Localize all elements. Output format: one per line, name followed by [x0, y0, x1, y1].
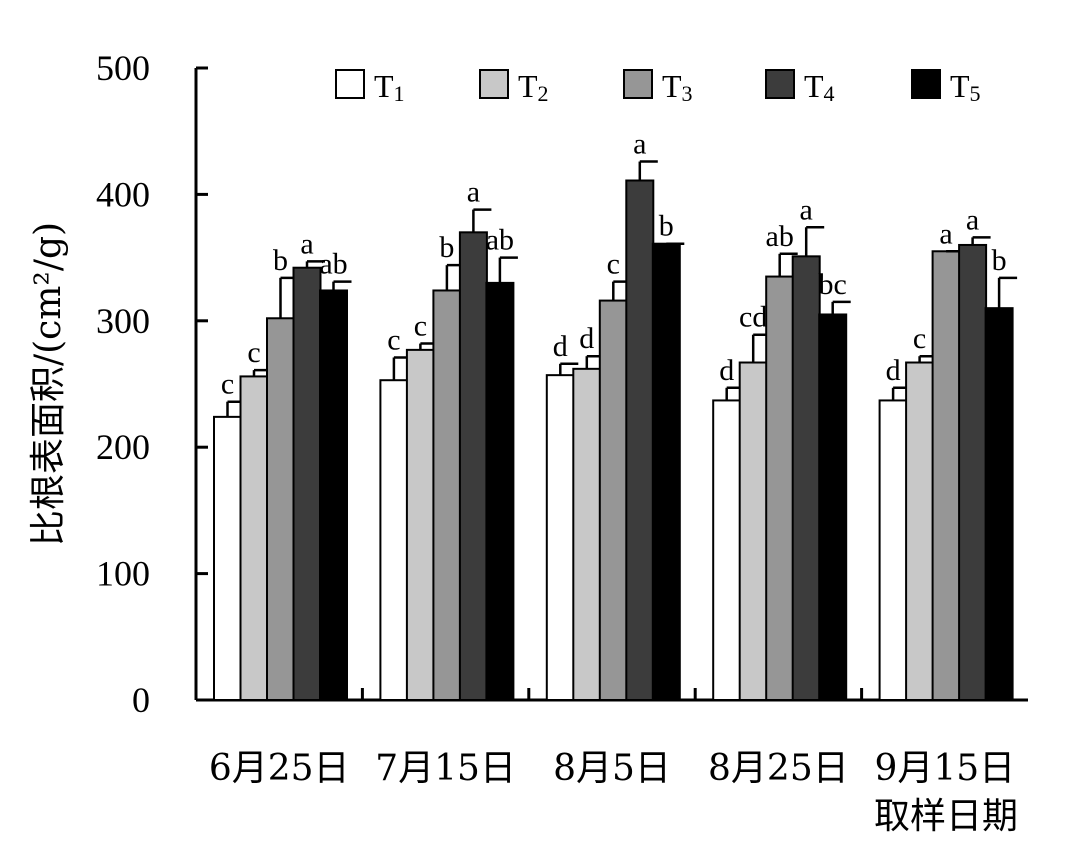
x-category-label: 6月25日	[209, 748, 350, 789]
y-tick-label: 100	[96, 554, 150, 594]
legend-swatch	[623, 69, 653, 99]
bar	[485, 281, 515, 701]
bar	[984, 307, 1014, 701]
significance-label: a	[800, 193, 813, 226]
significance-label: ab	[486, 224, 514, 257]
significance-label: b	[659, 210, 674, 243]
bar	[818, 313, 848, 701]
bar	[266, 317, 295, 701]
significance-label: c	[247, 336, 260, 369]
bar	[738, 361, 768, 701]
bar	[405, 348, 435, 701]
legend-label-base: T	[518, 68, 538, 104]
significance-label: c	[913, 322, 926, 355]
bar	[625, 179, 655, 702]
legend-label-subscript: 2	[538, 81, 549, 106]
significance-label: c	[607, 248, 620, 281]
significance-label: bc	[819, 268, 847, 301]
bar	[458, 231, 488, 701]
significance-label: ab	[766, 220, 794, 253]
legend-swatch	[765, 69, 795, 99]
y-tick-label: 500	[96, 48, 150, 88]
significance-label: c	[414, 310, 427, 343]
legend-label-subscript: 4	[824, 81, 835, 106]
bar	[765, 275, 795, 701]
significance-label: a	[300, 227, 313, 260]
legend-label-base: T	[950, 68, 970, 104]
significance-label: a	[467, 176, 480, 209]
legend-label: T5	[950, 68, 981, 106]
significance-label: cd	[739, 301, 767, 334]
legend-label-base: T	[804, 68, 824, 104]
legend-label-subscript: 1	[394, 81, 405, 106]
bar	[213, 415, 242, 701]
significance-label: b	[439, 231, 454, 264]
bar	[598, 299, 628, 701]
bar	[292, 266, 322, 701]
bar	[545, 374, 575, 701]
bar	[379, 379, 409, 701]
legend-swatch	[335, 69, 365, 99]
y-tick-label: 0	[132, 680, 150, 720]
significance-label: d	[886, 354, 901, 387]
bar	[958, 243, 988, 702]
bar	[319, 289, 348, 701]
x-category-label: 7月15日	[375, 748, 516, 789]
significance-label: b	[992, 244, 1007, 277]
significance-label: b	[273, 244, 288, 277]
x-category-label: 8月25日	[708, 748, 849, 789]
y-axis-label: 比根表面积/(cm²/g)	[28, 222, 69, 546]
significance-label: c	[221, 368, 234, 401]
bar	[651, 242, 681, 701]
significance-label: c	[387, 323, 400, 356]
x-category-label: 8月5日	[553, 748, 671, 789]
y-tick-label: 400	[96, 174, 150, 214]
legend-swatch	[911, 69, 941, 99]
significance-label: d	[553, 330, 568, 363]
significance-label: d	[579, 322, 594, 355]
legend-label: T3	[662, 68, 693, 106]
legend-label: T1	[374, 68, 405, 106]
x-category-label: 9月15日	[874, 748, 1015, 789]
legend-label: T4	[804, 68, 835, 106]
legend-label-base: T	[374, 68, 394, 104]
bar	[791, 255, 821, 701]
bar	[432, 289, 462, 701]
significance-label: a	[633, 128, 646, 161]
significance-label: a	[966, 203, 979, 236]
y-tick-label: 200	[96, 427, 150, 467]
bar	[572, 367, 602, 701]
x-axis-label: 取样日期	[874, 796, 1018, 837]
legend-label-base: T	[662, 68, 682, 104]
legend-label: T2	[518, 68, 549, 106]
significance-label: a	[939, 217, 952, 250]
significance-label: d	[719, 354, 734, 387]
bar	[239, 375, 269, 701]
significance-label: ab	[319, 248, 347, 281]
legend-swatch	[479, 69, 509, 99]
bar	[878, 399, 908, 701]
bar	[931, 250, 961, 701]
bar	[712, 399, 742, 701]
legend-label-subscript: 5	[970, 81, 981, 106]
legend-label-subscript: 3	[682, 81, 693, 106]
bar	[905, 361, 935, 701]
y-tick-label: 300	[96, 301, 150, 341]
